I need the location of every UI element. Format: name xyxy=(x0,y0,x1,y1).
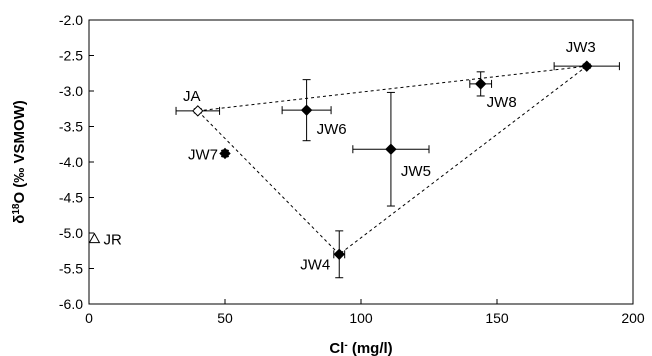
x-tick-label: 150 xyxy=(485,310,509,326)
y-tick-label: -5.5 xyxy=(59,261,83,277)
point-jw7 xyxy=(219,147,231,160)
y-tick-label: -4.0 xyxy=(59,154,83,170)
point-label-jw7: JW7 xyxy=(188,146,218,163)
mixing-line xyxy=(338,65,588,255)
mixing-lines xyxy=(197,65,588,255)
plot-area xyxy=(88,19,634,305)
y-tick-label: -3.0 xyxy=(59,83,83,99)
point-jw6 xyxy=(300,104,313,116)
x-tick-label: 0 xyxy=(85,310,93,326)
x-tick-label: 50 xyxy=(217,310,233,326)
point-label-jw6: JW6 xyxy=(317,121,347,138)
y-tick-label: -2.5 xyxy=(59,48,83,64)
point-label-jw3: JW3 xyxy=(566,39,596,56)
point-jw3 xyxy=(581,60,593,72)
point-jw5 xyxy=(385,143,397,155)
y-tick-label: -3.5 xyxy=(59,119,83,135)
x-tick-label: 200 xyxy=(621,310,645,326)
y-tick-label: -5.0 xyxy=(59,225,83,241)
axis-ticks: -2.0 -2.5 -3.0 -3.5 -4.0 -4.5 -5.0 -5.5 -6.00 50 1… xyxy=(59,12,645,326)
point-label-jw8: JW8 xyxy=(487,94,517,111)
y-tick-label: -2.0 xyxy=(59,12,83,28)
point-label-ja: JA xyxy=(183,88,201,105)
point-label-jw4: JW4 xyxy=(300,256,330,273)
point-label-jw5: JW5 xyxy=(401,163,431,180)
point-labels: JA JW3 JW8 JW6 JW5 JW7 JW4 JR xyxy=(103,39,595,273)
point-label-jr: JR xyxy=(103,232,122,249)
point-ja xyxy=(192,105,204,117)
x-axis-title: Cl- (mg/l) xyxy=(329,340,392,356)
y-axis-title: δ18O (‰ VSMOW) xyxy=(11,100,29,224)
point-jr xyxy=(88,232,101,244)
y-tick-label: -4.5 xyxy=(59,190,83,206)
mixing-line xyxy=(197,65,587,112)
point-jw8 xyxy=(474,78,487,90)
point-jw4 xyxy=(333,248,345,261)
x-tick-label: 100 xyxy=(349,310,373,326)
y-tick-label: -6.0 xyxy=(59,296,83,312)
data-markers xyxy=(88,60,593,261)
